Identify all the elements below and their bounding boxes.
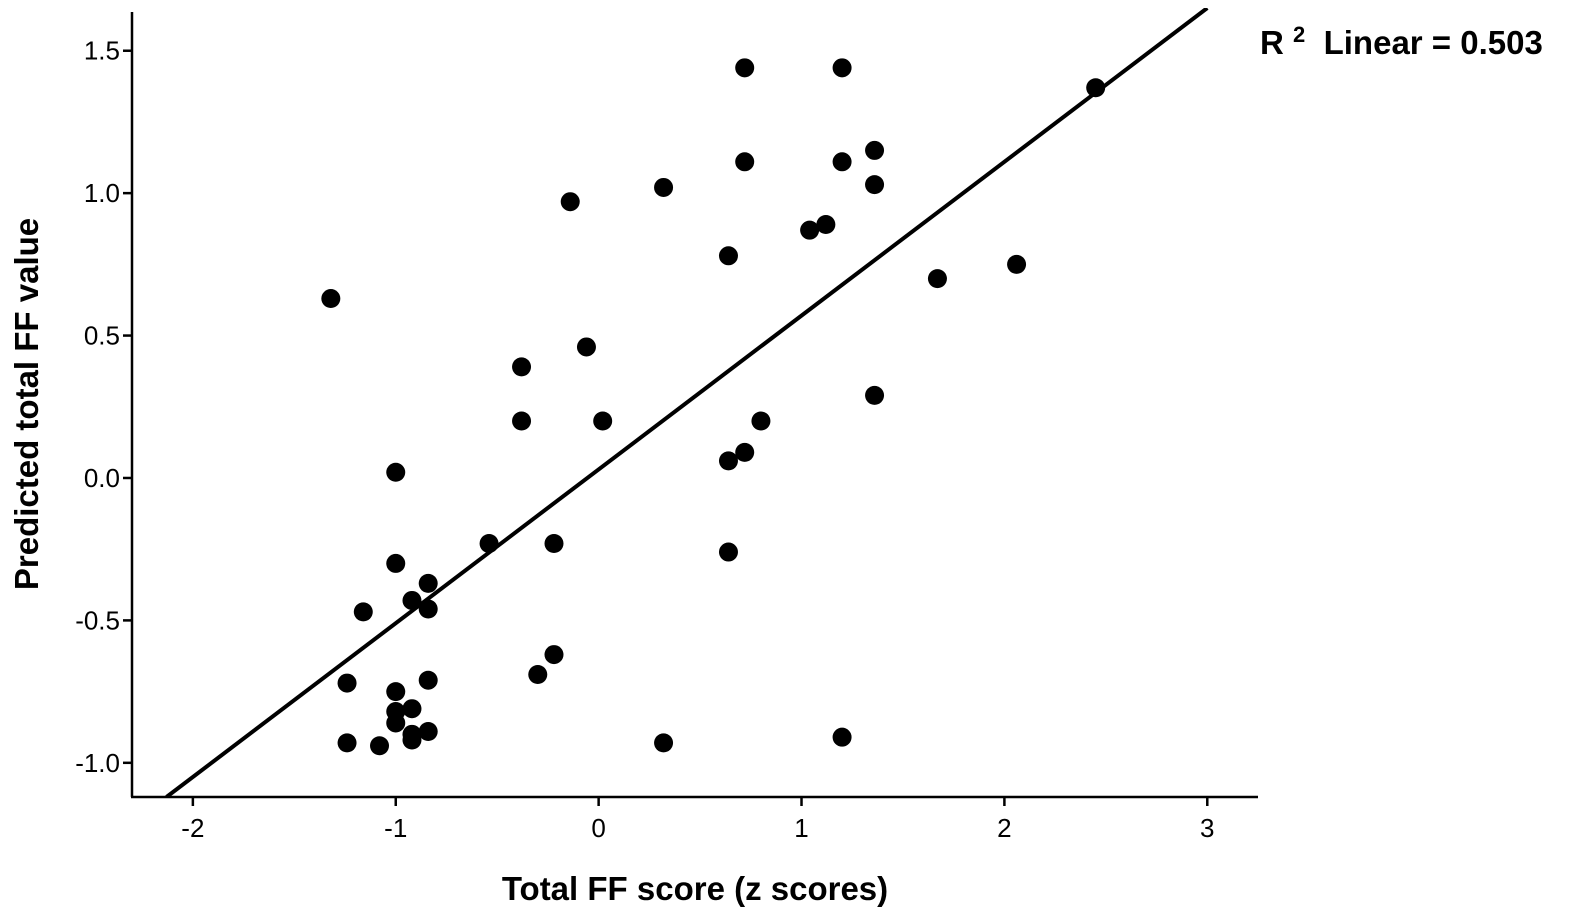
scatter-point [402,730,422,750]
y-tick-label: -0.5 [75,605,120,635]
r-squared-annotation: R 2 Linear = 0.503 [1260,12,1543,61]
scatter-point [418,721,438,741]
scatter-point [386,682,406,702]
data-points [321,58,1106,756]
scatter-point [402,699,422,719]
scatter-point [512,411,532,431]
r-squared-symbol: R [1260,24,1284,61]
scatter-point [353,602,373,622]
y-axis-ticks: -1.0 -0.5 0.0 0.5 1.0 1.5 [75,36,132,778]
scatter-point [593,411,613,431]
scatter-point [718,542,738,562]
scatter-point [386,713,406,733]
r-squared-value: Linear = 0.503 [1314,24,1542,61]
scatter-point [370,736,390,756]
scatter-point [418,573,438,593]
scatter-point [718,246,738,266]
scatter-point [576,337,596,357]
scatter-point [528,665,548,685]
x-tick-label: 2 [997,813,1011,843]
scatter-point [544,645,564,665]
scatter-point [800,220,820,240]
scatter-point [718,451,738,471]
scatter-point [865,385,885,405]
x-tick-label: 0 [591,813,605,843]
scatter-point [418,670,438,690]
scatter-point [560,192,580,212]
scatter-point [816,214,836,234]
y-tick-label: 0.5 [84,321,120,351]
y-tick-label: 1.0 [84,178,120,208]
scatter-point [735,442,755,462]
scatter-point [321,289,341,309]
x-tick-label: 1 [794,813,808,843]
x-tick-label: -1 [384,813,407,843]
scatter-point [418,599,438,619]
scatter-point [479,533,499,553]
x-axis-ticks: -2 -1 0 1 2 3 [181,797,1215,843]
scatter-point [927,269,947,289]
scatter-point [735,58,755,78]
scatter-point [832,727,852,747]
scatter-point [832,58,852,78]
x-tick-label: -2 [181,813,204,843]
scatter-point [544,533,564,553]
scatter-point [735,152,755,172]
x-tick-label: 3 [1200,813,1214,843]
scatter-point [386,462,406,482]
scatter-point [865,175,885,195]
scatter-point [337,673,357,693]
scatter-point [654,733,674,753]
scatter-point [386,553,406,573]
y-tick-label: 1.5 [84,36,120,66]
scatter-point [512,357,532,377]
y-tick-label: -1.0 [75,748,120,778]
y-tick-label: 0.0 [84,463,120,493]
r-squared-superscript: 2 [1293,22,1305,47]
y-axis-title: Predicted total FF value [8,218,45,590]
scatter-point [402,590,422,610]
scatter-point [832,152,852,172]
x-axis-title: Total FF score (z scores) [502,870,888,907]
regression-line [165,8,1209,797]
scatter-point [654,177,674,197]
scatter-point [1007,254,1027,274]
scatter-point [751,411,771,431]
scatter-point [1086,78,1106,98]
scatter-point [865,140,885,160]
scatter-point [337,733,357,753]
